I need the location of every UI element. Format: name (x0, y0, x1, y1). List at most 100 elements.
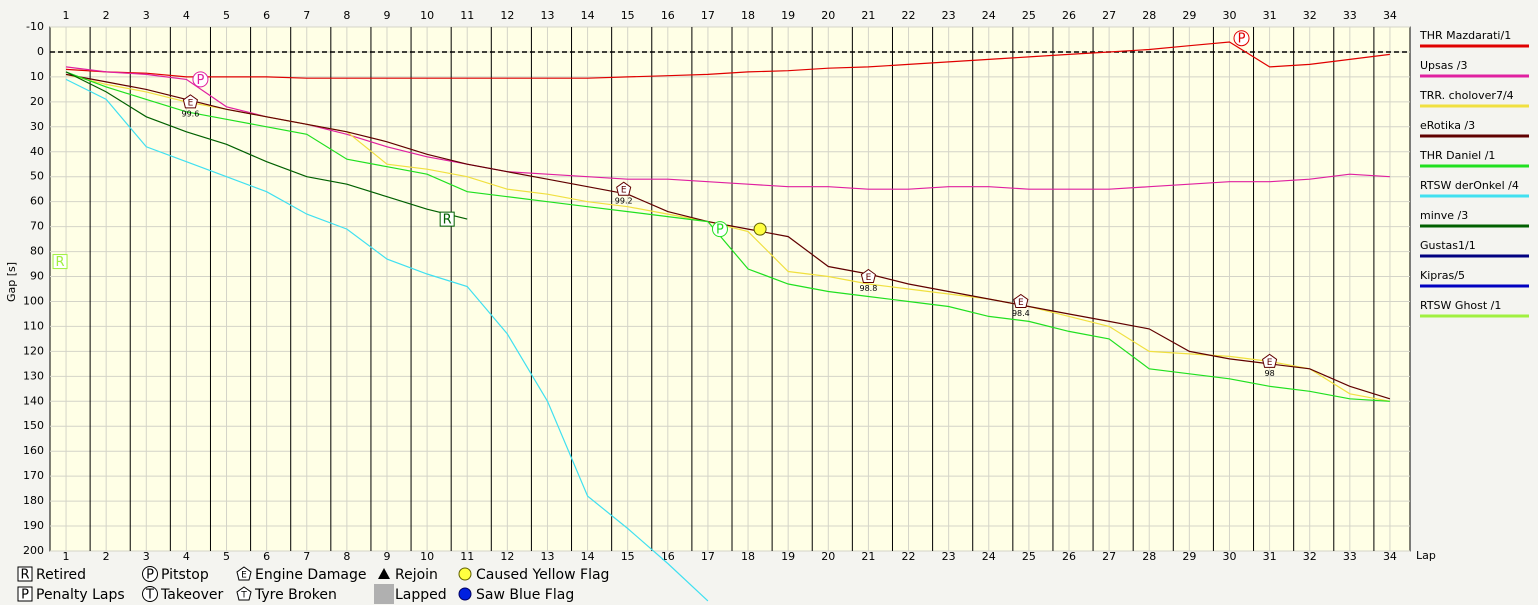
series-line (65, 73, 1391, 400)
event-label: 98 (1264, 369, 1274, 378)
marker-triangle (378, 568, 390, 579)
legend-label: Tyre Broken (254, 587, 337, 603)
x-tick-label-top: 20 (821, 9, 835, 22)
legend-label: Saw Blue Flag (476, 587, 574, 603)
event-marker: P (711, 221, 728, 238)
x-tick-label-top: 25 (1022, 9, 1036, 22)
x-tick-label-bottom: 28 (1142, 550, 1156, 563)
plot (50, 26, 1410, 552)
y-tick-label: -10 (26, 20, 44, 33)
marker-box (17, 586, 33, 602)
x-tick-label-bottom: 32 (1303, 550, 1317, 563)
x-tick-label-bottom: 26 (1062, 550, 1076, 563)
x-tick-label-top: 21 (861, 9, 875, 22)
marker-box (17, 566, 33, 582)
y-tick-label: 50 (30, 170, 44, 183)
x-tick-label-top: 1 (63, 9, 70, 22)
y-tick-label: 150 (23, 419, 44, 432)
y-tick-label: 60 (30, 195, 44, 208)
marker-blue (458, 587, 472, 601)
x-tick-label-bottom: 6 (263, 550, 270, 563)
marker-symbol: T (145, 588, 154, 603)
marker-symbol: E (866, 273, 872, 283)
x-tick-label-top: 18 (741, 9, 755, 22)
x-tick-label-top: 12 (500, 9, 514, 22)
event-label: 98.4 (1012, 309, 1030, 318)
legend-label: THR Daniel /1 (1419, 149, 1495, 162)
x-tick-label-top: 7 (303, 9, 310, 22)
marker-symbol: R (56, 255, 65, 270)
x-tick-label-top: 14 (581, 9, 595, 22)
marker-symbol: P (1238, 32, 1246, 47)
event-label: 98.8 (860, 284, 878, 293)
x-tick-label-top: 32 (1303, 9, 1317, 22)
x-tick-label-bottom: 34 (1383, 550, 1397, 563)
legend-label: Rejoin (395, 567, 438, 583)
x-tick-label-top: 31 (1263, 9, 1277, 22)
x-tick-label-top: 6 (263, 9, 270, 22)
marker-circle (192, 71, 209, 88)
marker-symbol: R (20, 568, 29, 583)
x-tick-label-bottom: 30 (1222, 550, 1236, 563)
marker-symbol: R (443, 213, 452, 228)
x-tick-label-top: 19 (781, 9, 795, 22)
x-tick-label-bottom: 5 (223, 550, 230, 563)
legend-label: minve /3 (1420, 209, 1468, 222)
x-tick-label-bottom: 9 (383, 550, 390, 563)
event-marker: P (17, 586, 33, 603)
legend-label: Retired (36, 567, 86, 583)
x-tick-label-bottom: 27 (1102, 550, 1116, 563)
marker-box (439, 211, 455, 227)
x-tick-label-bottom: 31 (1263, 550, 1277, 563)
event-marker (458, 587, 472, 601)
marker-symbol: P (197, 73, 205, 88)
marker-circle (1233, 30, 1250, 47)
y-tick-label: 180 (23, 494, 44, 507)
marker-symbol: P (146, 568, 154, 583)
x-tick-label-bottom: 14 (581, 550, 595, 563)
x-tick-label-bottom: 10 (420, 550, 434, 563)
x-tick-label-bottom: 18 (741, 550, 755, 563)
marker-circle (142, 566, 158, 582)
marker-circle (142, 586, 158, 602)
x-tick-label-bottom: 25 (1022, 550, 1036, 563)
x-tick-label-top: 34 (1383, 9, 1397, 22)
event-marker: P (142, 566, 158, 583)
x-tick-label-top: 33 (1343, 9, 1357, 22)
event-legend: R Retired P Penalty Laps P Pitstop T Takeover E E… (17, 566, 609, 604)
plot-area (49, 26, 1411, 552)
y-tick-label: 0 (37, 45, 44, 58)
legend-label: Penalty Laps (36, 587, 125, 603)
x-tick-label-bottom: 20 (821, 550, 835, 563)
y-tick-label: 90 (30, 270, 44, 283)
marker-symbol: E (1018, 298, 1024, 308)
marker-symbol: P (716, 223, 724, 238)
event-marker: R (52, 254, 68, 270)
event-marker: T (236, 586, 252, 601)
marker-box (52, 254, 68, 270)
legend-label: Kipras/5 (1420, 269, 1465, 282)
x-tick-label-bottom: 8 (343, 550, 350, 563)
x-tick-label-bottom: 13 (540, 550, 554, 563)
marker-pentagon (860, 268, 876, 284)
legend-label: Engine Damage (255, 567, 367, 583)
x-tick-label-bottom: 23 (942, 550, 956, 563)
y-tick-label: 10 (30, 70, 44, 83)
x-tick-label-top: 28 (1142, 9, 1156, 22)
legend-label: RTSW derOnkel /4 (1420, 179, 1519, 192)
y-tick-label: 20 (30, 95, 44, 108)
legend-label: Pitstop (161, 567, 209, 583)
marker-symbol: E (241, 571, 247, 581)
event-marker (378, 568, 390, 579)
event-marker: P (1233, 30, 1250, 47)
legend-label: Gustas1/1 (1420, 239, 1476, 252)
event-marker (374, 584, 394, 604)
y-tick-label: 160 (23, 444, 44, 457)
marker-pentagon (236, 586, 252, 601)
x-tick-label-top: 11 (460, 9, 474, 22)
x-tick-label-top: 22 (902, 9, 916, 22)
y-tick-label: 200 (23, 544, 44, 557)
event-marker (458, 567, 472, 581)
legend-label: Caused Yellow Flag (476, 567, 609, 583)
